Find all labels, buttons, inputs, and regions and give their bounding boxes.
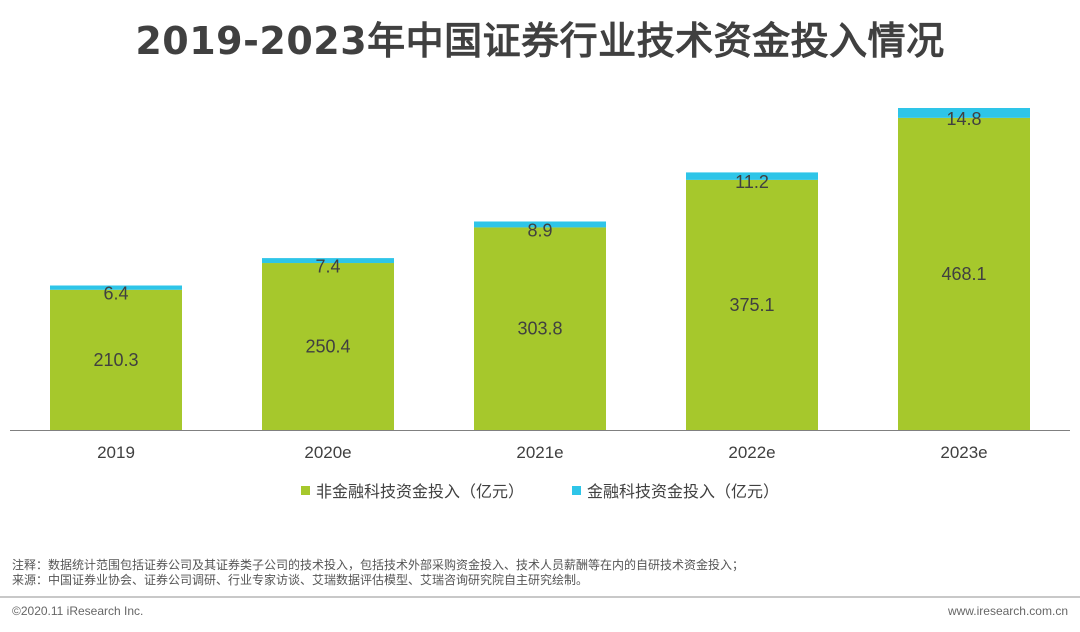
bar-non-fintech-2022e [686, 179, 818, 430]
footer-divider [0, 596, 1080, 598]
notes: 注释：数据统计范围包括证券公司及其证券类子公司的技术投入，包括技术外部采购资金投… [12, 558, 744, 588]
source-line: 来源：中国证券业协会、证券公司调研、行业专家访谈、艾瑞数据评估模型、艾瑞咨询研究… [12, 573, 589, 587]
x-tick-label-2020e: 2020e [304, 443, 351, 462]
bar-non-fintech-2019 [50, 289, 182, 430]
data-label-fintech-2023e: 14.8 [946, 109, 981, 129]
data-label-fintech-2022e: 11.2 [735, 172, 769, 192]
data-label-non-fintech-2020e: 250.4 [305, 337, 350, 357]
footer-website: www.iresearch.com.cn [947, 604, 1068, 618]
legend-item-non-fintech: 非金融科技资金投入（亿元） [300, 478, 524, 502]
bar-fintech-2021e [474, 221, 606, 228]
note-line: 注释：数据统计范围包括证券公司及其证券类子公司的技术投入，包括技术外部采购资金投… [12, 558, 745, 572]
x-tick-label-2022e: 2022e [728, 443, 775, 462]
bar-chart: 210.3 6.4 2019 250.4 7.4 2020e 303.8 8.9 2021e 37… [10, 108, 1070, 462]
x-tick-label-2021e: 2021e [516, 443, 563, 462]
legend-label-non-fintech: 非金融科技资金投入（亿元） [315, 482, 524, 501]
legend-item-fintech: 金融科技资金投入（亿元） [572, 478, 779, 502]
bar-non-fintech-2023e [898, 117, 1030, 430]
chart-title: 2019-2023年中国证券行业技术资金投入情况 [135, 19, 945, 63]
legend-swatch-fintech [572, 485, 581, 495]
data-label-fintech-2020e: 7.4 [315, 257, 340, 277]
data-label-non-fintech-2023e: 468.1 [941, 264, 986, 284]
data-label-non-fintech-2021e: 303.8 [517, 319, 562, 339]
bar-fintech-2023e [898, 108, 1030, 118]
x-tick-label-2023e: 2023e [940, 443, 987, 462]
bar-fintech-2020e [262, 258, 394, 264]
bar-fintech-2022e [686, 172, 818, 180]
x-tick-label-2019: 2019 [97, 443, 135, 462]
bar-non-fintech-2020e [262, 263, 394, 430]
data-label-fintech-2019: 6.4 [103, 284, 128, 304]
bar-non-fintech-2021e [474, 227, 606, 430]
data-label-fintech-2021e: 8.9 [527, 220, 552, 240]
footer-copyright: ©2020.11 iResearch Inc. [12, 604, 144, 618]
legend-label-fintech: 金融科技资金投入（亿元） [587, 482, 780, 501]
data-label-non-fintech-2019: 210.3 [93, 350, 138, 370]
legend-swatch-non-fintech [300, 485, 310, 495]
legend: 非金融科技资金投入（亿元） 金融科技资金投入（亿元） [0, 478, 1080, 502]
data-label-non-fintech-2022e: 375.1 [729, 295, 774, 315]
bar-fintech-2019 [50, 285, 182, 290]
